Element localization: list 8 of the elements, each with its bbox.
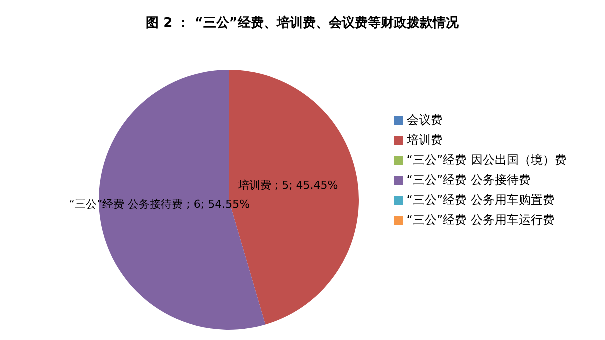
legend-label: “三公”经费 因公出国（境）费 bbox=[406, 153, 567, 167]
legend-label: “三公”经费 公务用车购置费 bbox=[406, 193, 555, 207]
data-label: 培训费 ; 5; 45.45% bbox=[237, 179, 338, 192]
legend-label: “三公”经费 公务接待费 bbox=[406, 173, 531, 187]
legend-label: 培训费 bbox=[406, 133, 443, 147]
legend-label: “三公”经费 公务用车运行费 bbox=[406, 213, 555, 227]
legend-label: 会议费 bbox=[406, 113, 443, 127]
chart-title: 图 2 ： “三公”经费、培训费、会议费等财政拨款情况 bbox=[145, 14, 460, 32]
